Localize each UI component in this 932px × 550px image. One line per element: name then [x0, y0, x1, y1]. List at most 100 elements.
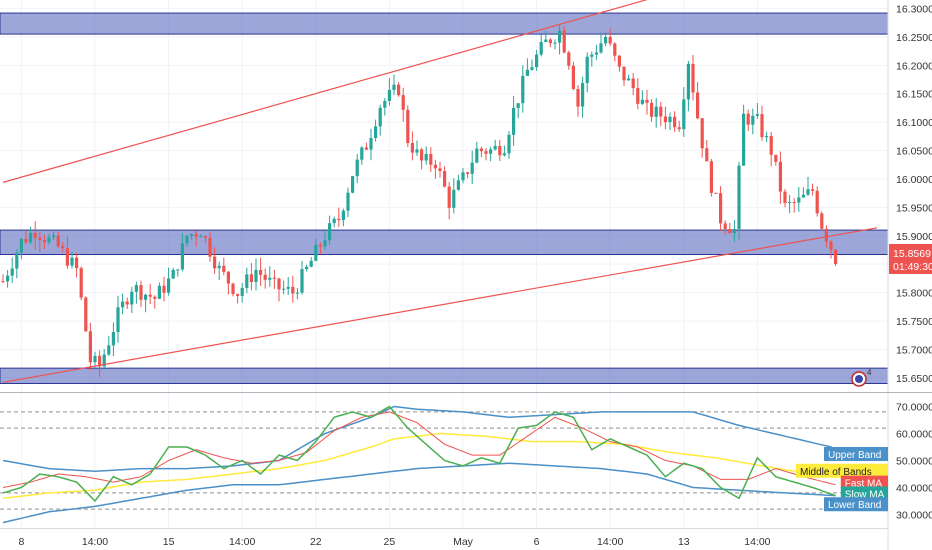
candle-body	[525, 69, 529, 76]
indicator-label: Lower Band	[828, 500, 881, 511]
candle-body	[806, 189, 810, 195]
last-price-marker	[889, 244, 932, 274]
candle-body	[728, 229, 732, 234]
candle-body	[645, 99, 649, 103]
candle-body	[443, 171, 447, 187]
candle-body	[608, 36, 612, 44]
candle-body	[507, 134, 511, 154]
time-tick-label: 22	[310, 536, 322, 548]
candle-body	[231, 283, 235, 295]
candle-body	[309, 260, 313, 267]
candle-body	[314, 244, 318, 261]
candle-body	[420, 149, 424, 161]
candle-body	[594, 52, 598, 55]
price-zone	[0, 12, 889, 35]
candle-body	[75, 257, 79, 269]
candle-body	[627, 78, 631, 81]
candle-body	[194, 234, 198, 237]
candle-body	[42, 239, 46, 243]
candle-body	[383, 100, 387, 108]
candle-body	[337, 218, 341, 221]
indicator-tick-label: 70.0000	[896, 402, 932, 414]
candle-body	[305, 266, 309, 270]
candle-body	[93, 355, 97, 363]
price-tick-label: 16.2000	[896, 60, 932, 72]
candle-body	[668, 116, 672, 123]
candle-body	[360, 147, 364, 160]
candle-body	[567, 52, 571, 66]
candle-body	[61, 246, 65, 249]
candle-body	[797, 197, 801, 203]
candle-body	[553, 42, 557, 44]
candle-body	[98, 355, 102, 367]
candle-body	[466, 172, 470, 174]
candle-body	[346, 192, 350, 211]
time-tick-label: May	[453, 536, 474, 548]
candle-body	[139, 285, 143, 300]
candle-body	[433, 164, 437, 169]
candle-body	[516, 103, 520, 108]
candle-body	[144, 294, 148, 300]
candle-body	[765, 136, 769, 138]
alert-badge[interactable]: 4	[851, 368, 872, 387]
candle-body	[788, 201, 792, 203]
candle-body	[829, 241, 833, 250]
candle-body	[682, 99, 686, 130]
price-tick-label: 15.8000	[896, 288, 932, 300]
candle-body	[387, 89, 391, 101]
candle-body	[185, 235, 189, 244]
price-axis: 16.3000 16.2500 16.2000 16.1500 16.1000 16.05…	[896, 4, 932, 385]
candle-body	[539, 42, 543, 55]
candle-body	[240, 287, 244, 296]
indicator-label-bg	[796, 463, 888, 478]
candle-body	[769, 136, 773, 155]
candle-body	[705, 148, 709, 162]
indicator-tick-label: 50.0000	[896, 456, 932, 468]
indicator-label-bg	[840, 475, 888, 490]
candle-body	[33, 232, 37, 238]
candle-body	[222, 265, 226, 272]
candle-body	[249, 274, 253, 283]
price-tick-label: 16.1500	[896, 89, 932, 101]
time-axis: 8 14:00 15 14:00 22 25 May 6 14:00 13 14:00	[18, 536, 770, 548]
price-zone	[0, 229, 889, 256]
candle-body	[259, 269, 263, 275]
candle-body	[374, 126, 378, 138]
candle-body	[1, 281, 5, 283]
candle-body	[410, 143, 414, 153]
candle-body	[217, 265, 221, 269]
candle-body	[153, 296, 157, 299]
indicator-label-bg	[824, 497, 888, 512]
candle-body	[111, 332, 115, 346]
candle-body	[663, 116, 667, 123]
candle-body	[801, 194, 805, 198]
candle-body	[783, 191, 787, 203]
candle-body	[291, 286, 295, 294]
candle-body	[673, 116, 677, 128]
candle-body	[406, 109, 410, 144]
candle-body	[778, 161, 782, 192]
candle-body	[811, 189, 815, 191]
candle-body	[493, 145, 497, 150]
indicator-tick-label: 30.0000	[896, 510, 932, 522]
candle-body	[378, 107, 382, 127]
candle-body	[576, 88, 580, 107]
candle-body	[622, 66, 626, 81]
candle-body	[199, 236, 203, 238]
candle-body	[65, 248, 69, 266]
alert-icon-core	[855, 375, 863, 383]
candle-body	[714, 192, 718, 194]
candle-body	[415, 149, 419, 153]
candle-body	[180, 243, 184, 270]
time-tick-label: 6	[534, 536, 540, 548]
candle-body	[167, 278, 171, 293]
candle-body	[571, 65, 575, 89]
price-tick-label: 15.7000	[896, 344, 932, 356]
candle-body	[107, 345, 111, 355]
candle-body	[631, 78, 635, 89]
candlestick-series	[1, 24, 838, 377]
last-price-badge: 15.8569 01:49:30	[889, 244, 932, 274]
candle-body	[332, 218, 336, 224]
candle-body	[585, 56, 589, 84]
